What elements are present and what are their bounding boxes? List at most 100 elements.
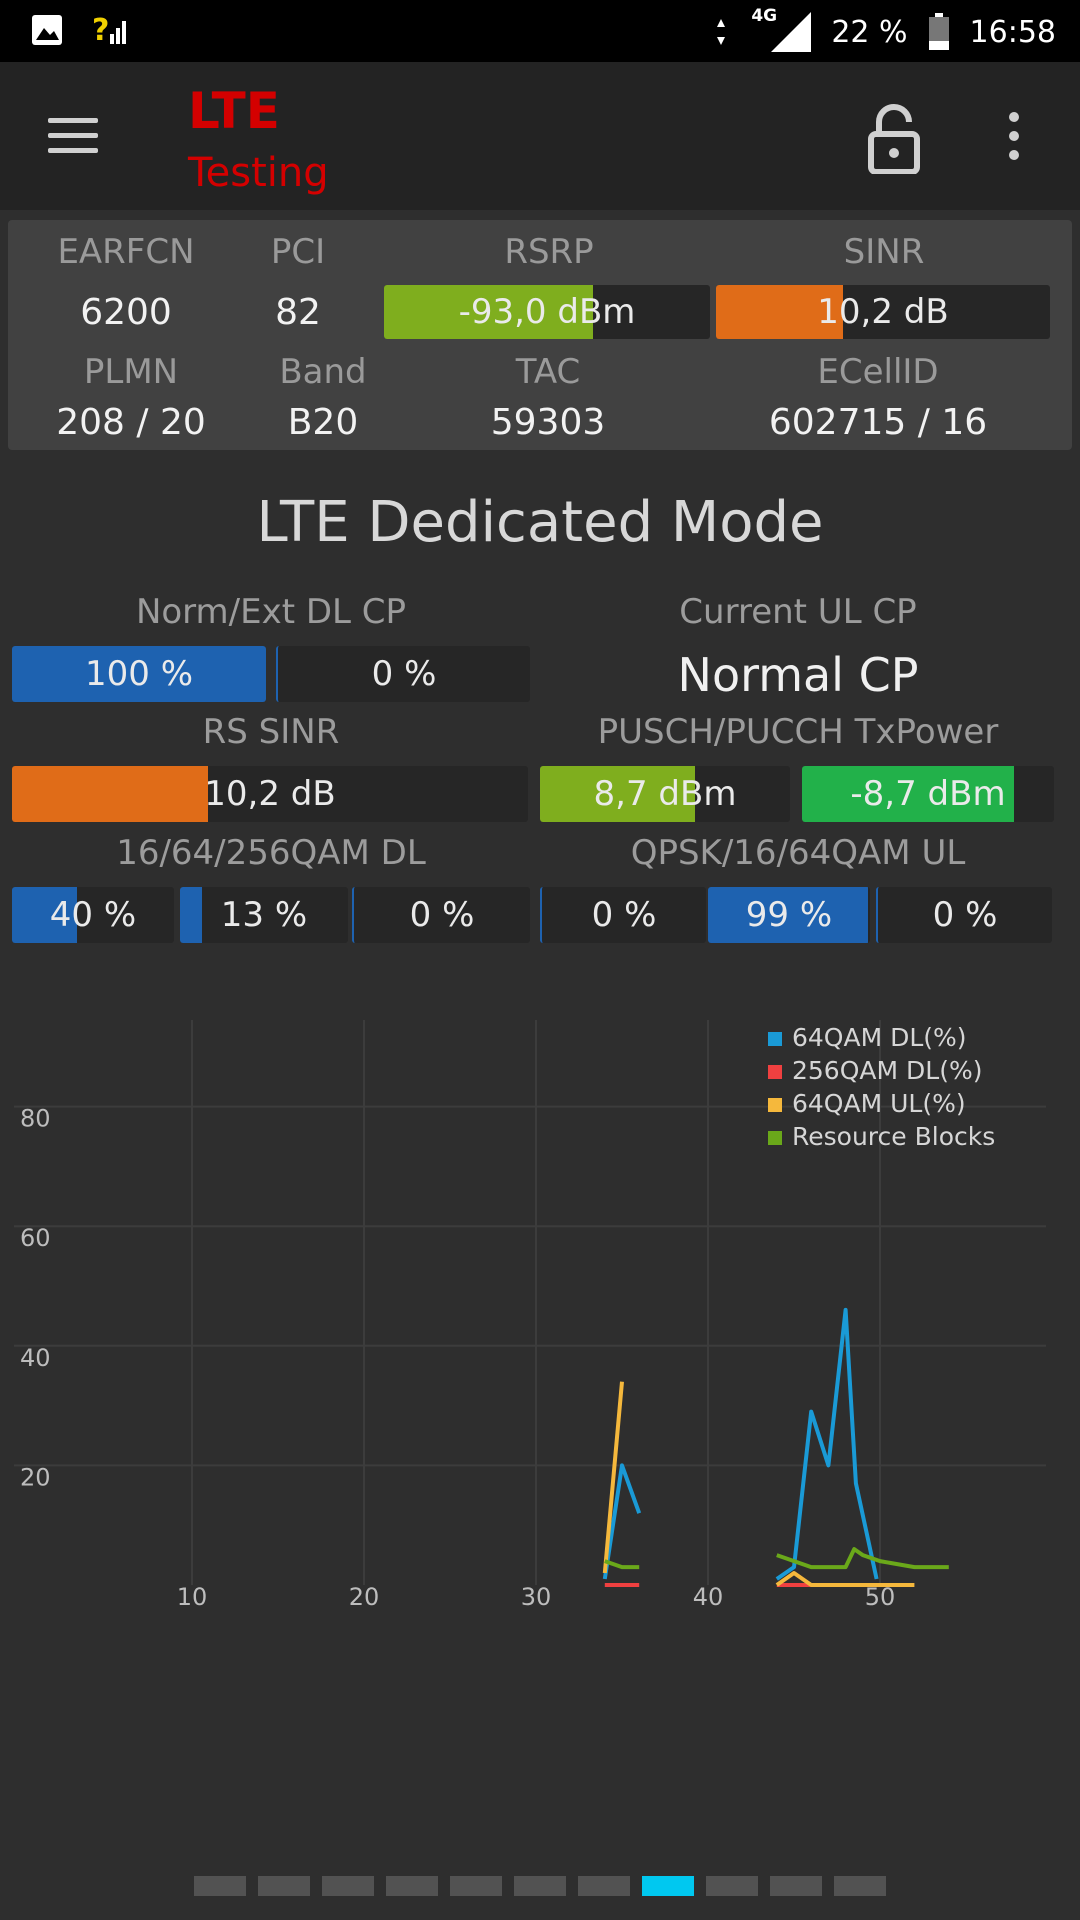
network-type-label: 4G [751, 6, 778, 26]
lock-open-icon[interactable] [864, 104, 924, 174]
earfcn-value: 6200 [80, 292, 172, 333]
rsrp-bar: -93,0 dBm [384, 285, 710, 339]
pucch-txpower-bar: -8,7 dBm [802, 766, 1054, 822]
sinr-bar: 10,2 dB [716, 285, 1050, 339]
series-line-2 [775, 1571, 915, 1587]
plmn-label: PLMN [83, 352, 179, 392]
signal-icon [771, 12, 812, 52]
ul-cp-value: Normal CP [677, 648, 919, 702]
app-title: LTE [188, 82, 280, 140]
legend-swatch [768, 1098, 782, 1112]
dl-cp-label: Norm/Ext DL CP [135, 592, 407, 632]
y-tick-label: 80 [20, 1105, 51, 1133]
pci-value: 82 [275, 292, 321, 333]
section-title: LTE Dedicated Mode [256, 490, 824, 555]
legend-swatch [768, 1065, 782, 1079]
qam256-dl-value: 0 % [409, 895, 475, 935]
sinr-value: 10,2 dB [817, 292, 949, 332]
qam16-ul-bar-fill [708, 887, 869, 943]
legend-entry: 256QAM DL(%) [792, 1056, 982, 1085]
extended-cp-value: 0 % [371, 654, 437, 694]
rsrp-bar-fill [384, 285, 593, 339]
modulation-history-chart: 20 40 60 80 10 20 30 40 50 64QAM DL(%) 256QAM DL(%… [14, 1020, 1046, 1611]
y-tick-label: 60 [20, 1224, 51, 1252]
qam16-dl-bar: 40 % [12, 887, 174, 943]
ul-qam-label: QPSK/16/64QAM UL [630, 833, 966, 873]
page-indicator-dot[interactable] [706, 1876, 758, 1896]
rs-sinr-bar-fill [12, 766, 209, 822]
sinr-bar-fill [716, 285, 843, 339]
y-tick-label: 20 [20, 1463, 51, 1491]
rsrp-label: RSRP [504, 232, 594, 272]
x-tick-label: 10 [177, 1583, 208, 1611]
page-indicator-dot[interactable] [642, 1876, 694, 1896]
pci-label: PCI [270, 232, 326, 272]
series-line-0 [602, 1463, 642, 1580]
extended-cp-bar: 0 % [276, 646, 530, 702]
qam64-ul-bar: 0 % [876, 887, 1052, 943]
page-indicator-dot[interactable] [514, 1876, 566, 1896]
series-line-3 [604, 1559, 640, 1570]
clock: 16:58 [969, 14, 1056, 50]
ul-cp-label: Current UL CP [679, 592, 917, 632]
sinr-label: SINR [843, 232, 925, 272]
qam16-ul-bar: 99 % [708, 887, 870, 943]
page-indicator-dot[interactable] [258, 1876, 310, 1896]
tac-value: 59303 [490, 402, 606, 443]
x-tick-label: 30 [521, 1583, 552, 1611]
menu-icon[interactable] [48, 118, 98, 154]
rsrp-value: -93,0 dBm [458, 292, 636, 332]
qam64-ul-value: 0 % [932, 895, 998, 935]
pucch-bar-fill [802, 766, 1014, 822]
rs-sinr-label: RS SINR [202, 712, 340, 752]
x-tick-label: 40 [693, 1583, 724, 1611]
rs-sinr-value: 10,2 dB [204, 774, 336, 814]
status-bar: ? 4G 22 % 16:58 [0, 0, 1080, 62]
series-line-3 [776, 1547, 949, 1570]
overflow-menu-icon[interactable] [1004, 112, 1024, 162]
rs-sinr-bar: 10,2 dB [12, 766, 528, 822]
legend-swatch [768, 1131, 782, 1145]
page-indicator-dot[interactable] [322, 1876, 374, 1896]
qam64-dl-value: 13 % [220, 895, 308, 935]
earfcn-label: EARFCN [57, 232, 195, 272]
qam16-dl-bar-fill [12, 887, 77, 943]
qam256-dl-bar: 0 % [352, 887, 530, 943]
legend-entry: 64QAM DL(%) [792, 1023, 967, 1052]
y-tick-label: 40 [20, 1344, 51, 1372]
x-tick-label: 50 [865, 1583, 896, 1611]
pusch-txpower-bar: 8,7 dBm [540, 766, 790, 822]
qam64-dl-bar-fill [180, 887, 202, 943]
svg-text:?: ? [92, 13, 109, 48]
ecellid-label: ECellID [817, 352, 939, 392]
battery-percent: 22 % [831, 14, 908, 50]
battery-icon [928, 13, 949, 50]
page-indicator-dot[interactable] [578, 1876, 630, 1896]
serving-cell-panel: EARFCN 6200 PCI 82 RSRP -93,0 dBm SINR 1… [8, 220, 1072, 450]
txpower-label: PUSCH/PUCCH TxPower [597, 712, 999, 752]
legend-entry: 64QAM UL(%) [792, 1089, 966, 1118]
page-indicator-dot[interactable] [770, 1876, 822, 1896]
pusch-txpower-value: 8,7 dBm [593, 774, 737, 814]
normal-cp-bar-fill [12, 646, 266, 702]
page-indicator-dot[interactable] [450, 1876, 502, 1896]
series-line-2 [602, 1381, 624, 1574]
band-label: Band [279, 352, 367, 392]
pucch-txpower-value: -8,7 dBm [850, 774, 1006, 814]
qam16-dl-value: 40 % [49, 895, 137, 935]
series-line-0 [775, 1307, 879, 1581]
tac-label: TAC [515, 352, 581, 392]
legend-swatch [768, 1032, 782, 1046]
cell-signal: 4G [751, 6, 812, 52]
ecellid-value: 602715 / 16 [768, 402, 988, 443]
page-indicator-dot[interactable] [386, 1876, 438, 1896]
qam64-dl-bar: 13 % [180, 887, 348, 943]
page-indicator-dot[interactable] [194, 1876, 246, 1896]
page-indicator-dot[interactable] [834, 1876, 886, 1896]
app-subtitle: Testing [188, 150, 329, 196]
normal-cp-bar: 100 % [12, 646, 266, 702]
band-value: B20 [287, 402, 359, 443]
app-bar: LTE Testing [0, 62, 1080, 210]
image-icon [32, 15, 62, 45]
page-indicator [0, 1876, 1080, 1896]
